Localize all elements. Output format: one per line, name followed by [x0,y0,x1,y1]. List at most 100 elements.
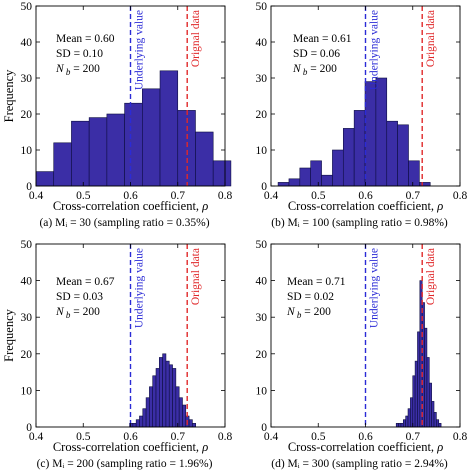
y-tick-label: 0 [26,422,32,434]
nb-subscript: b [64,67,71,77]
histogram-bar [408,160,420,187]
original-data-label: Orignal data [190,10,202,67]
histogram-bar [424,327,428,428]
stat-mean: Mean = 0.60 [56,33,115,45]
histogram-bar [192,423,197,428]
stat-nb: N b = 200 [55,306,100,320]
histogram-bar [428,382,432,428]
y-tick-label: 30 [21,73,33,85]
rho-symbol: ρ [201,440,208,454]
histogram-bar [35,171,55,187]
histogram-bar [159,357,163,428]
nb-symbol: N [55,63,65,75]
y-tick-label: 20 [21,109,33,121]
histogram-bar [438,423,442,428]
nb-symbol: N [286,306,296,318]
original-data-label: Orignal data [190,248,202,305]
panel-caption: (c) Mᵢ = 200 (sampling ratio = 1.96%) [37,458,213,470]
x-tick-label: 0.5 [76,190,91,202]
nb-value: = 200 [70,63,100,75]
x-tick-label: 0.7 [171,190,186,202]
stat-nb: N b = 200 [55,63,100,77]
histogram-bar [397,124,409,187]
histogram-bar [168,364,173,428]
x-tick-label: 0.4 [264,431,279,443]
rho-symbol: ρ [436,199,443,213]
histogram-bar [139,415,144,428]
panel-caption: (b) Mᵢ = 100 (sampling ratio = 0.98%) [271,217,448,229]
histogram-bar [135,419,140,428]
x-tick-label: 0.6 [358,190,373,202]
histogram-bar [410,397,414,428]
y-tick-label: 20 [256,349,268,361]
histogram-bar [132,423,137,428]
rho-symbol: ρ [201,199,208,213]
nb-value: = 200 [70,306,100,318]
stat-sd: SD = 0.06 [293,48,340,60]
stat-nb: N b = 200 [292,63,337,77]
histogram-bar [162,353,167,428]
x-tick-label: 0.4 [264,190,279,202]
y-tick-label: 10 [256,385,268,397]
x-tick-label: 0.5 [76,431,91,443]
histogram-bar [431,401,435,428]
x-tick-label: 0.7 [406,190,421,202]
histogram-bar [165,360,170,428]
histogram-bar [188,419,193,428]
histogram-bar [178,397,183,428]
y-axis-label: Frequency [2,69,16,123]
y-tick-label: 40 [256,276,268,288]
histogram-bar [419,182,431,187]
histogram-bar [310,160,322,187]
y-tick-label: 30 [21,312,33,324]
histogram-bar [375,77,388,187]
histogram-bar [402,419,406,428]
y-tick-label: 10 [256,145,268,157]
histogram-bar [124,102,143,187]
histogram-bar [405,415,409,428]
x-tick-label: 0.8 [218,190,233,202]
y-tick-label: 50 [21,239,33,251]
histogram-bar [182,404,187,428]
x-tick-label: 0.4 [29,190,44,202]
x-tick-label: 0.6 [123,431,138,443]
histogram-bar [436,419,440,428]
panel-a: Underlying value Orignal data 0.4 0.5 0.6 0.7… [2,1,232,229]
nb-subscript: b [295,310,302,320]
stat-sd: SD = 0.02 [287,291,334,303]
histogram-bar [417,331,421,428]
y-tick-label: 50 [256,1,268,13]
panel-c: Underlying value Orignal data 0.4 0.5 0.6 0.7… [2,239,232,470]
panel-b: Underlying value Orignal data 0.4 0.5 0.6 0.7… [256,1,468,229]
x-tick-label: 0.8 [453,190,468,202]
histogram-bar [88,117,108,187]
x-tick-label: 0.4 [29,431,44,443]
y-tick-label: 10 [21,145,33,157]
y-tick-label: 30 [256,73,268,85]
panel-caption: (a) Mᵢ = 30 (sampling ratio = 0.35%) [39,217,209,229]
y-tick-label: 50 [21,1,33,13]
nb-value: = 200 [307,63,337,75]
rho-symbol: ρ [436,440,443,454]
y-tick-label: 20 [21,349,33,361]
histogram-bar [142,88,161,187]
x-axis-label: Cross-correlation coefficient, ρ [53,440,208,454]
x-tick-label: 0.6 [123,190,138,202]
y-tick-label: 20 [256,109,268,121]
histogram-bar [149,386,154,428]
histogram-bar [353,110,366,187]
y-tick-label: 0 [26,181,32,193]
nb-subscript: b [301,67,308,77]
original-data-label: Orignal data [425,10,437,67]
histogram-bar [288,178,301,187]
histogram-bar [53,142,72,187]
x-tick-label: 0.8 [218,431,233,443]
histogram-bar [342,128,355,187]
underlying-value-label: Underlying value [369,248,381,328]
histogram-bar [433,412,437,428]
y-axis-label: Frequency [2,308,16,362]
histogram-bar [332,149,344,187]
histogram-bar [159,70,179,187]
stat-sd: SD = 0.10 [56,48,103,60]
